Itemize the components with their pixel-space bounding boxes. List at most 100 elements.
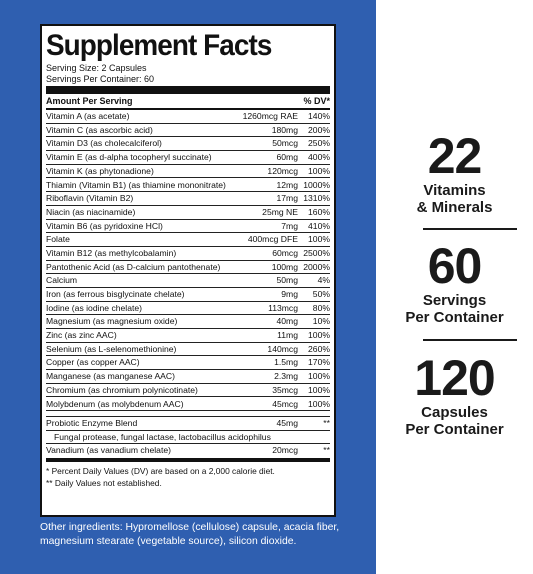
nutrient-amount: 113mcg bbox=[268, 302, 298, 313]
nutrient-row: Chromium (as chromium polynicotinate) 35m… bbox=[46, 384, 330, 398]
nutrient-dv: ** bbox=[323, 445, 330, 456]
nutrient-dv: 100% bbox=[308, 398, 330, 409]
nutrient-row: Vitamin C (as ascorbic acid) 180mg 200% bbox=[46, 124, 330, 138]
nutrient-name: Niacin (as niacinamide) bbox=[46, 206, 136, 217]
nutrient-row: Zinc (as zinc AAC) 11mg 100% bbox=[46, 329, 330, 343]
nutrient-amount: 25mg NE bbox=[262, 206, 298, 217]
nutrient-amount: 100mg bbox=[271, 261, 298, 272]
nutrient-name: Chromium (as chromium polynicotinate) bbox=[46, 384, 198, 395]
nutrient-amount: 7mg bbox=[281, 220, 298, 231]
stat-caption-line1: Vitamins bbox=[423, 182, 486, 199]
nutrient-name: Zinc (as zinc AAC) bbox=[46, 330, 117, 341]
nutrient-amount: 12mg bbox=[276, 179, 299, 190]
nutrient-dv: 250% bbox=[308, 138, 330, 149]
nutrient-amount: 40mg bbox=[276, 316, 299, 327]
nutrient-row: Pantothenic Acid (as D-calcium pantothen… bbox=[46, 261, 330, 275]
table-header: Amount Per Serving % DV* bbox=[46, 94, 330, 110]
nutrient-name: Calcium bbox=[46, 275, 78, 286]
nutrient-amount: 17mg bbox=[276, 193, 299, 204]
thick-divider bbox=[46, 86, 330, 94]
nutrient-name: Vanadium (as vanadium chelate) bbox=[46, 445, 171, 456]
nutrient-name: Iodine (as iodine chelate) bbox=[46, 302, 143, 313]
nutrient-dv: 100% bbox=[308, 384, 330, 395]
nutrient-dv: 2000% bbox=[303, 261, 330, 272]
nutrient-amount: 140mcg bbox=[267, 343, 298, 354]
nutrient-amount: 50mcg bbox=[272, 138, 298, 149]
spacer bbox=[46, 411, 330, 418]
nutrient-dv: 1000% bbox=[303, 179, 330, 190]
nutrient-name: Magnesium (as magnesium oxide) bbox=[46, 316, 178, 327]
header-dv: % DV* bbox=[303, 96, 330, 106]
nutrient-row: Vitamin E (as d-alpha tocopheryl succina… bbox=[46, 151, 330, 165]
stat-number: 60 bbox=[427, 238, 483, 294]
nutrient-row: Manganese (as manganese AAC) 2.3mg 100% bbox=[46, 370, 330, 384]
nutrient-dv: 1310% bbox=[303, 193, 330, 204]
stat-capsules: 120 Capsules Per Container bbox=[376, 352, 533, 438]
nutrient-amount: 9mg bbox=[281, 289, 298, 300]
label-title: Supplement Facts bbox=[46, 29, 272, 62]
nutrient-row: Vitamin B12 (as methylcobalamin) 60mcg 250… bbox=[46, 247, 330, 261]
nutrient-name: Folate bbox=[46, 234, 70, 245]
nutrient-amount: 45mg bbox=[276, 418, 299, 429]
nutrient-name: Manganese (as manganese AAC) bbox=[46, 371, 175, 382]
nutrient-name: Vitamin D3 (as cholecalciferol) bbox=[46, 138, 162, 149]
nutrient-name: Thiamin (Vitamin B1) (as thiamine mononi… bbox=[46, 179, 226, 190]
nutrient-row: Thiamin (Vitamin B1) (as thiamine mononi… bbox=[46, 178, 330, 193]
nutrient-name: Vitamin K (as phytonadione) bbox=[46, 165, 154, 176]
nutrient-name: Selenium (as L-selenomethionine) bbox=[46, 343, 177, 354]
nutrient-amount: 45mcg bbox=[272, 398, 298, 409]
header-amount: Amount Per Serving bbox=[46, 96, 133, 106]
nutrient-row: Iodine (as iodine chelate) 113mcg 80% bbox=[46, 302, 330, 316]
nutrient-dv: 100% bbox=[308, 234, 330, 245]
nutrient-row: Vitamin K (as phytonadione) 120mcg 100% bbox=[46, 165, 330, 179]
nutrient-amount: 400mcg DFE bbox=[247, 234, 298, 245]
nutrient-dv: 4% bbox=[317, 275, 330, 286]
nutrient-dv: 80% bbox=[312, 302, 330, 313]
nutrient-row: Selenium (as L-selenomethionine) 140mcg 26… bbox=[46, 343, 330, 357]
stat-caption-line2: Per Container bbox=[405, 309, 504, 326]
nutrient-amount: 60mcg bbox=[272, 247, 298, 258]
nutrient-dv: 170% bbox=[308, 357, 330, 368]
nutrient-row: Vitamin B6 (as pyridoxine HCl) 7mg 410% bbox=[46, 220, 330, 234]
probiotic-ingredients: Fungal protease, fungal lactase, lactoba… bbox=[46, 431, 330, 444]
nutrient-dv: 100% bbox=[308, 330, 330, 341]
nutrient-amount: 1.5mg bbox=[274, 357, 298, 368]
nutrient-name: Riboflavin (Vitamin B2) bbox=[46, 193, 134, 204]
nutrient-amount: 60mg bbox=[276, 152, 299, 163]
supplement-facts-label: Supplement Facts Serving Size: 2 Capsule… bbox=[40, 24, 336, 517]
nutrient-row: Vitamin A (as acetate) 1260mcg RAE 140% bbox=[46, 110, 330, 124]
nutrient-amount: 35mcg bbox=[272, 384, 298, 395]
nutrient-dv: 50% bbox=[312, 289, 330, 300]
nutrient-amount: 2.3mg bbox=[274, 371, 298, 382]
nutrient-amount: 11mg bbox=[277, 330, 298, 341]
stat-servings: 60 Servings Per Container bbox=[376, 240, 533, 326]
nutrient-row: Calcium 50mg 4% bbox=[46, 274, 330, 288]
nutrient-name: Vitamin B12 (as methylcobalamin) bbox=[46, 247, 177, 258]
nutrient-dv: 410% bbox=[308, 220, 330, 231]
nutrient-dv: 100% bbox=[308, 165, 330, 176]
serving-size: Serving Size: 2 Capsules bbox=[46, 63, 147, 73]
nutrient-dv: 140% bbox=[308, 111, 330, 122]
other-ingredients: Other ingredients: Hypromellose (cellulo… bbox=[40, 522, 340, 547]
nutrient-row: Folate 400mcg DFE 100% bbox=[46, 233, 330, 247]
stat-caption-line2: & Minerals bbox=[416, 199, 493, 216]
nutrient-dv: 200% bbox=[308, 124, 330, 135]
nutrient-name: Pantothenic Acid (as D-calcium pantothen… bbox=[46, 261, 221, 272]
nutrient-name: Vitamin A (as acetate) bbox=[46, 111, 130, 122]
vanadium-row: Vanadium (as vanadium chelate) 20mcg ** bbox=[46, 444, 330, 458]
nutrient-dv: 260% bbox=[308, 343, 330, 354]
probiotic-row: Probiotic Enzyme Blend 45mg ** bbox=[46, 417, 330, 431]
stat-vitamins: 22 Vitamins & Minerals bbox=[376, 130, 533, 216]
nutrient-name: Iron (as ferrous bisglycinate chelate) bbox=[46, 289, 185, 300]
servings-per-container: Servings Per Container: 60 bbox=[46, 74, 155, 84]
nutrient-list: Vitamin A (as acetate) 1260mcg RAE 140% Vit… bbox=[46, 110, 330, 412]
stat-number: 120 bbox=[414, 350, 495, 406]
nutrient-name: Vitamin C (as ascorbic acid) bbox=[46, 124, 153, 135]
nutrient-row: Niacin (as niacinamide) 25mg NE 160% bbox=[46, 206, 330, 220]
nutrient-row: Molybdenum (as molybdenum AAC) 45mcg 100% bbox=[46, 397, 330, 412]
nutrient-row: Vitamin D3 (as cholecalciferol) 50mcg 250% bbox=[46, 137, 330, 152]
stat-divider bbox=[423, 228, 517, 230]
nutrient-row: Iron (as ferrous bisglycinate chelate) 9m… bbox=[46, 288, 330, 302]
footnote-dv: * Percent Daily Values (DV) are based on… bbox=[46, 465, 275, 476]
nutrient-row: Copper (as copper AAC) 1.5mg 170% bbox=[46, 356, 330, 371]
